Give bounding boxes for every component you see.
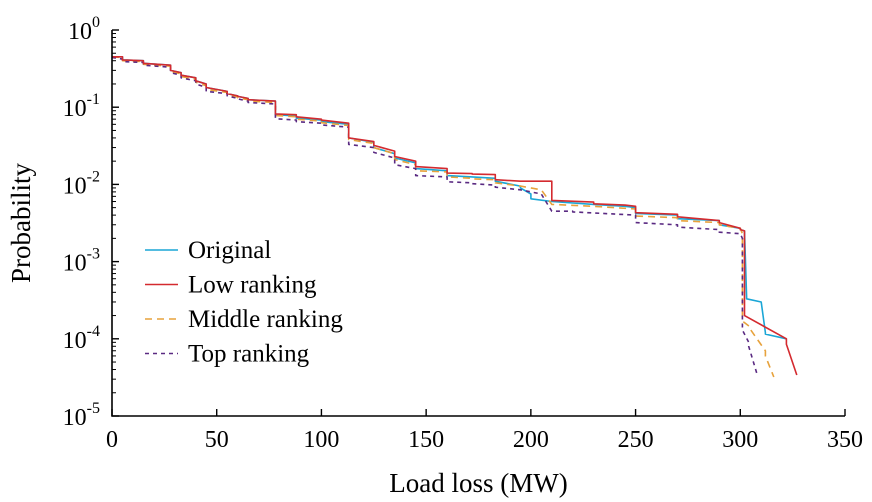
y-tick-label: 10-3 — [63, 246, 100, 277]
series-line-low-ranking — [112, 55, 798, 376]
legend-label: Top ranking — [188, 341, 310, 368]
axes: 0 50 100 150 200 250 300 350 100 10-1 10-2 10-3 10-4… — [63, 14, 863, 453]
y-axis-title: Probability — [6, 163, 36, 283]
legend: Original Low ranking Middle ranking Top ran… — [145, 237, 343, 368]
y-tick-label: 100 — [68, 14, 100, 45]
legend-label: Middle ranking — [188, 306, 343, 333]
x-axis-title: Load loss (MW) — [389, 468, 567, 498]
y-tick-label: 10-5 — [63, 400, 100, 431]
x-tick-label: 0 — [106, 427, 118, 453]
x-tick-label: 300 — [722, 427, 758, 453]
x-tick-label: 200 — [513, 427, 549, 453]
legend-label: Original — [188, 237, 271, 264]
x-tick-label: 350 — [827, 427, 863, 453]
plot-lines — [111, 55, 798, 378]
x-tick-label: 50 — [205, 427, 229, 453]
x-tick-label: 250 — [618, 427, 654, 453]
y-tick-label: 10-1 — [63, 91, 100, 122]
y-tick-label: 10-2 — [63, 168, 100, 199]
y-tick-label: 10-4 — [63, 323, 100, 354]
legend-label: Low ranking — [188, 272, 317, 299]
x-tick-label: 100 — [303, 427, 339, 453]
x-tick-label: 150 — [408, 427, 444, 453]
